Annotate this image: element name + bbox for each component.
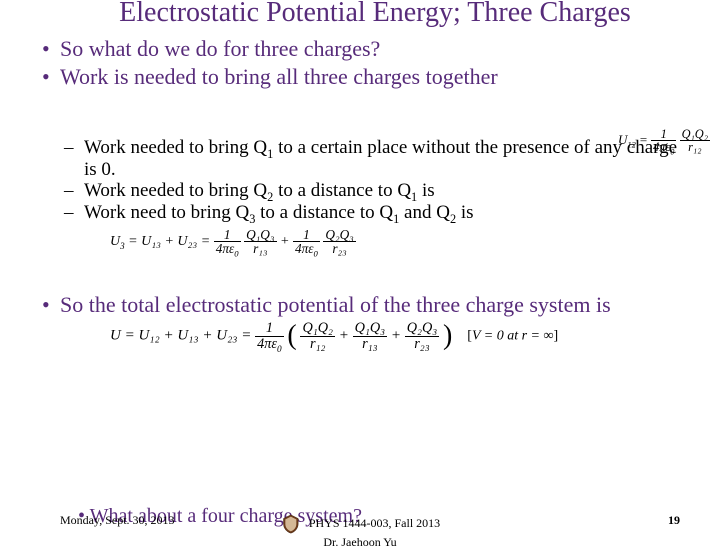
sub: 0 xyxy=(277,345,282,355)
sym: ] xyxy=(553,329,558,344)
bullet-three-charges: So what do we do for three charges? xyxy=(60,36,380,62)
num: Q₁Q₃ xyxy=(353,321,388,336)
den: r₂₃ xyxy=(323,242,355,255)
sym: = U₁₂ + U₁₃ + U₂₃ = xyxy=(121,328,255,344)
num: Q₁Q₂ xyxy=(680,128,710,141)
sym: U xyxy=(618,132,627,147)
num: 1 xyxy=(651,128,676,141)
num: 1 xyxy=(214,228,241,242)
sub: 0 xyxy=(234,249,238,259)
text: V = 0 at r = ∞ xyxy=(472,329,554,344)
num: 1 xyxy=(293,228,320,242)
text: to a distance to Q xyxy=(255,202,393,223)
sub: 12 xyxy=(627,139,635,149)
den: 4πε xyxy=(295,241,314,256)
den: r₁₃ xyxy=(244,242,276,255)
den: r₂₃ xyxy=(405,337,440,351)
text: to a distance to Q xyxy=(273,180,411,201)
den: r₁₂ xyxy=(680,141,710,153)
sym: = U₁₃ + U₂₃ = xyxy=(125,234,214,249)
slide: Electrostatic Potential Energy; Three Ch… xyxy=(0,0,720,538)
sub-bullet-q3: Work need to bring Q3 to a distance to Q… xyxy=(84,202,680,224)
sym: = xyxy=(636,132,651,147)
text: Work need to bring Q xyxy=(84,202,249,223)
sym: + xyxy=(391,328,405,344)
num: Q₁Q₂ xyxy=(300,321,335,336)
footer-instructor: Dr. Jaehoon Yu xyxy=(323,535,396,549)
num: Q₂Q₃ xyxy=(405,321,440,336)
sym: + xyxy=(339,328,353,344)
sym: U xyxy=(110,328,121,344)
slide-title: Electrostatic Potential Energy; Three Ch… xyxy=(70,0,680,29)
formula-u3: U3 = U₁₃ + U₂₃ = 14πε0 Q₁Q₃r₁₃ + 14πε0 Q… xyxy=(110,228,680,256)
text: is xyxy=(417,180,434,201)
footer-date: Monday, Sept. 30, 2013 xyxy=(60,513,175,528)
den: 4πε xyxy=(653,140,670,154)
bullet-work-needed: Work is needed to bring all three charge… xyxy=(60,64,640,90)
text: Work needed to bring Q xyxy=(84,180,267,201)
formula-total: U = U₁₂ + U₁₃ + U₂₃ = 14πε0 ( Q₁Q₂r₁₂ + … xyxy=(110,320,680,352)
sym: U xyxy=(110,234,120,249)
footer: Monday, Sept. 30, 2013 PHYS 1444-003, Fa… xyxy=(0,513,720,528)
shield-logo-icon xyxy=(280,513,302,535)
text: is xyxy=(456,202,473,223)
den: r₁₃ xyxy=(353,337,388,351)
sub-bullet-q2: Work needed to bring Q2 to a distance to… xyxy=(84,180,680,202)
num: Q₂Q₃ xyxy=(323,228,355,242)
v-condition: [V = 0 at r = ∞] xyxy=(467,329,558,344)
footer-center: PHYS 1444-003, Fall 2013 Dr. Jaehoon Yu xyxy=(280,513,440,550)
sym: + xyxy=(280,234,293,249)
page-number: 19 xyxy=(668,513,680,528)
den: 4πε xyxy=(257,336,277,352)
sub: 0 xyxy=(314,249,318,259)
den: 4πε xyxy=(216,241,235,256)
sub: 0 xyxy=(670,148,674,157)
text: Work needed to bring Q xyxy=(84,137,267,158)
footer-course: PHYS 1444-003, Fall 2013 xyxy=(309,516,440,530)
text: and Q xyxy=(399,202,450,223)
bullet-total: So the total electrostatic potential of … xyxy=(60,292,620,318)
num: Q₁Q₃ xyxy=(244,228,276,242)
formula-u12: U12 = 14πε0 Q₁Q₂r₁₂ xyxy=(618,128,710,154)
num: 1 xyxy=(255,321,284,336)
sub-bullet-q1: Work needed to bring Q1 to a certain pla… xyxy=(84,137,680,181)
den: r₁₂ xyxy=(300,337,335,351)
